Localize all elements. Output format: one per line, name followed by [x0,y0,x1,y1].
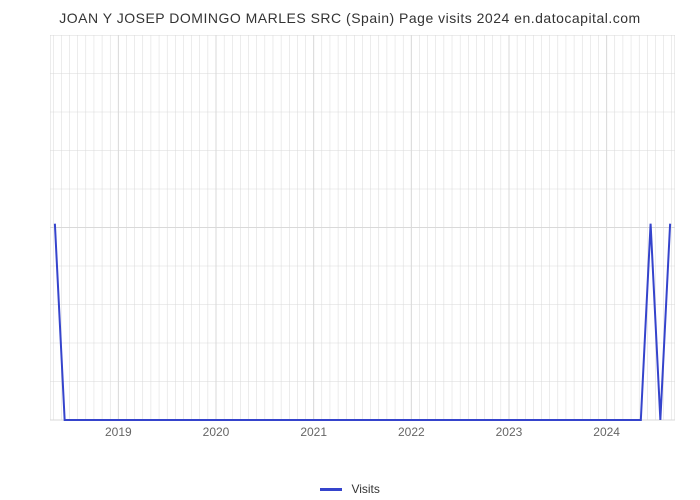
x-tick-label: 2022 [398,425,425,439]
legend-label: Visits [351,482,379,496]
chart-title: JOAN Y JOSEP DOMINGO MARLES SRC (Spain) … [0,0,700,26]
x-tick-label: 2023 [496,425,523,439]
line-chart-svg: 012446201920202021202220232024 [50,35,675,440]
chart-plot-area: 012446201920202021202220232024 [50,35,675,440]
x-tick-label: 2021 [300,425,327,439]
x-tick-label: 2020 [203,425,230,439]
chart-legend: Visits [0,481,700,496]
legend-swatch [320,488,342,491]
x-tick-label: 2024 [593,425,620,439]
x-tick-label: 2019 [105,425,132,439]
